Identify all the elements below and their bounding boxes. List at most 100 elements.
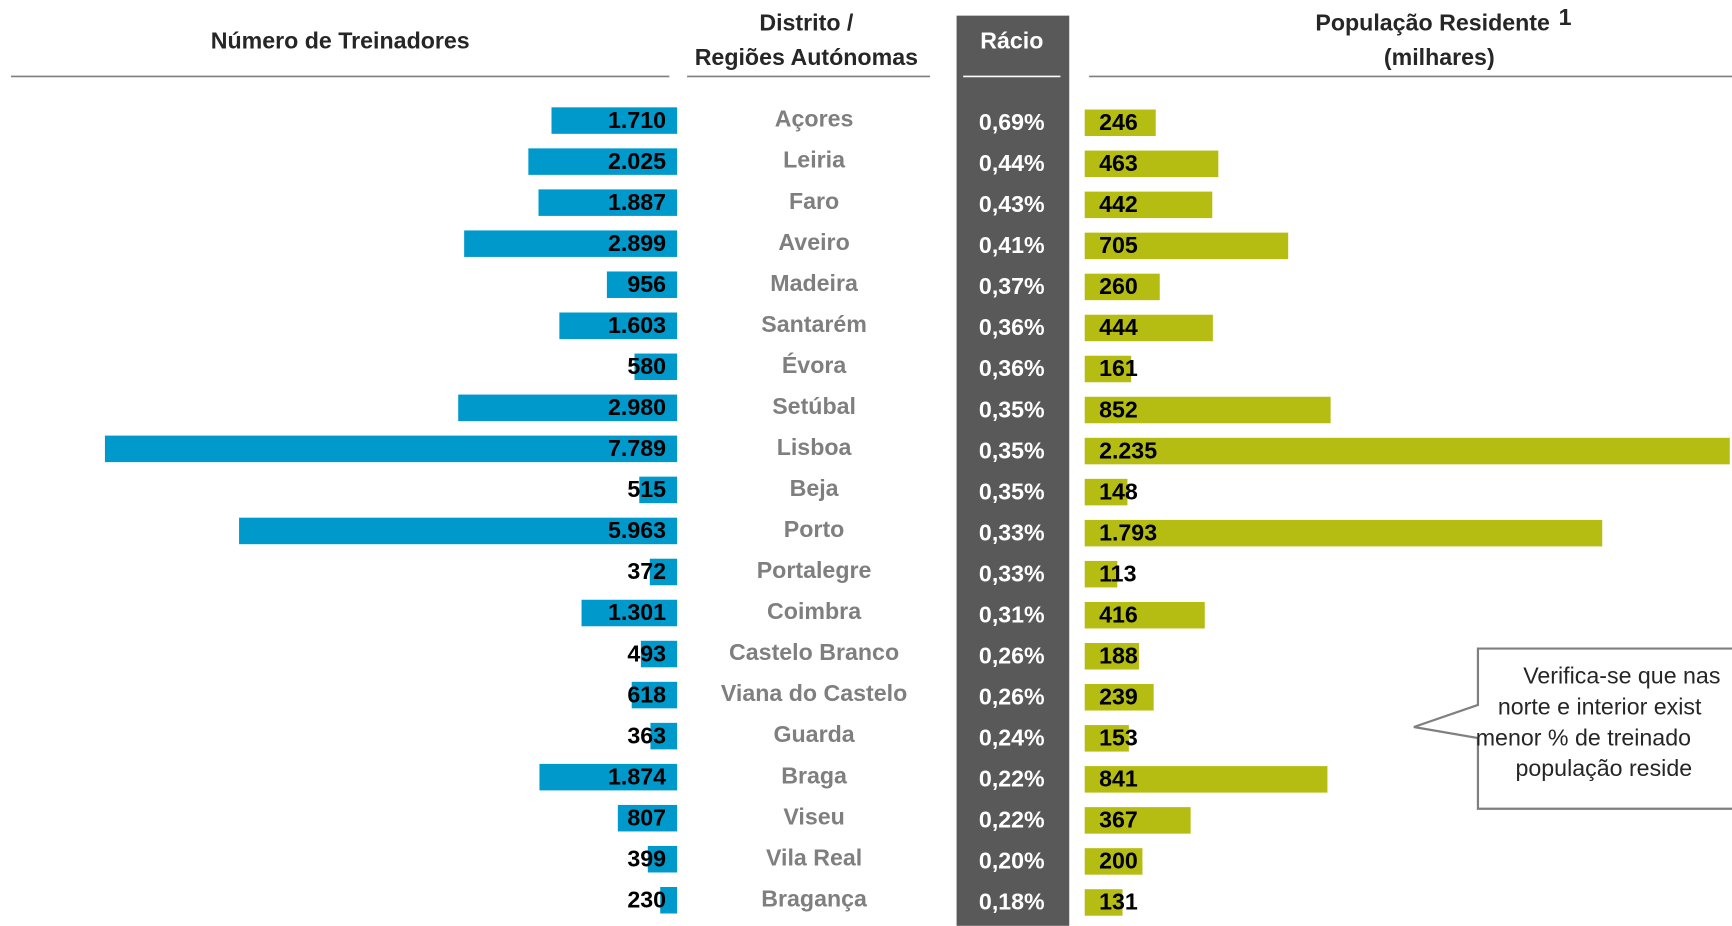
category-label: Viana do Castelo	[721, 680, 907, 706]
ratio-label: 0,44%	[979, 150, 1045, 176]
category-label: Açores	[775, 106, 854, 132]
right-value-label: 239	[1099, 684, 1138, 710]
left-value-label: 807	[627, 804, 666, 830]
left-bar	[650, 722, 678, 750]
right-bar	[1084, 725, 1129, 752]
category-header: Distrito /	[759, 10, 854, 36]
callout-text: população reside	[1516, 755, 1693, 781]
left-bar	[581, 599, 678, 627]
left-bar	[639, 476, 678, 504]
category-label: Lisboa	[777, 434, 853, 460]
left-bar	[634, 353, 678, 381]
right-value-label: 2.235	[1099, 437, 1157, 463]
ratio-label: 0,18%	[979, 889, 1045, 915]
ratio-label: 0,43%	[979, 191, 1045, 217]
left-value-label: 399	[627, 845, 666, 871]
left-bar	[458, 394, 678, 422]
left-value-label: 5.963	[608, 517, 666, 543]
right-bar	[1084, 766, 1328, 793]
right-value-label: 367	[1099, 807, 1138, 833]
right-bar	[1084, 560, 1118, 588]
right-bar	[1084, 519, 1603, 547]
right-value-label: 260	[1099, 273, 1138, 299]
callout-text: norte e interior exist	[1498, 693, 1702, 719]
ratio-column	[956, 15, 1070, 926]
category-label: Madeira	[770, 270, 859, 296]
right-value-label: 113	[1099, 560, 1137, 586]
right-bar	[1084, 109, 1156, 137]
right-bar	[1084, 889, 1123, 916]
category-label: Faro	[789, 188, 839, 214]
right-bar	[1084, 396, 1331, 424]
right-bar	[1084, 601, 1205, 629]
left-value-label: 493	[627, 640, 666, 666]
category-label: Castelo Branco	[729, 639, 899, 665]
ratio-label: 0,41%	[979, 232, 1045, 258]
left-value-label: 2.899	[608, 230, 666, 256]
footnote-mark: 1	[1559, 4, 1572, 30]
right-bar	[1084, 150, 1219, 178]
callout-text: Verifica-se que nas	[1523, 662, 1720, 688]
right-value-label: 463	[1099, 150, 1138, 176]
left-header: Número de Treinadores	[211, 27, 470, 53]
ratio-label: 0,26%	[979, 684, 1045, 710]
left-value-label: 2.980	[608, 394, 666, 420]
left-value-label: 580	[627, 353, 666, 379]
category-label: Évora	[782, 351, 848, 378]
left-value-label: 363	[627, 722, 666, 748]
right-value-label: 131	[1099, 889, 1138, 915]
right-value-label: 841	[1099, 766, 1138, 792]
right-value-label: 188	[1099, 642, 1138, 668]
ratio-label: 0,36%	[979, 355, 1045, 381]
ratio-label: 0,24%	[979, 725, 1045, 751]
category-label: Bragança	[761, 885, 868, 911]
ratio-label: 0,35%	[979, 437, 1045, 463]
right-value-label: 246	[1099, 109, 1138, 135]
left-value-label: 515	[627, 476, 666, 502]
right-value-label: 416	[1099, 601, 1138, 627]
left-bar	[528, 148, 678, 175]
ratio-label: 0,26%	[979, 642, 1045, 668]
ratio-label: 0,20%	[979, 848, 1045, 874]
right-value-label: 1.793	[1099, 519, 1157, 545]
left-bar	[660, 886, 678, 914]
right-bar	[1084, 437, 1730, 465]
left-bar	[538, 189, 678, 216]
right-bar	[1084, 684, 1154, 711]
left-bar	[104, 435, 678, 463]
left-bar	[631, 681, 678, 709]
left-bar	[539, 763, 678, 791]
right-value-label: 153	[1099, 725, 1138, 751]
left-bar	[559, 312, 678, 340]
left-bar	[640, 640, 678, 668]
left-value-label: 1.874	[608, 763, 666, 789]
right-value-label: 148	[1099, 478, 1138, 504]
ratio-header: Rácio	[980, 27, 1043, 53]
right-bar	[1084, 642, 1139, 670]
right-value-label: 161	[1099, 355, 1138, 381]
left-bar	[239, 517, 678, 545]
right-bar	[1084, 807, 1191, 834]
ratio-label: 0,69%	[979, 109, 1045, 135]
category-label: Vila Real	[766, 844, 862, 870]
ratio-label: 0,22%	[979, 807, 1045, 833]
left-value-label: 1.887	[608, 189, 666, 215]
left-value-label: 2.025	[608, 148, 666, 174]
category-label: Porto	[784, 516, 845, 542]
left-value-label: 372	[627, 558, 666, 584]
callout-text: menor % de treinado	[1476, 724, 1691, 750]
left-value-label: 1.710	[608, 107, 666, 133]
ratio-label: 0,37%	[979, 273, 1045, 299]
ratio-label: 0,22%	[979, 766, 1045, 792]
right-value-label: 852	[1099, 396, 1138, 422]
category-label: Guarda	[773, 721, 855, 747]
right-value-label: 444	[1099, 314, 1138, 340]
left-value-label: 956	[627, 271, 666, 297]
right-bar	[1084, 273, 1160, 301]
left-bar	[647, 845, 678, 873]
right-header: População Residente	[1315, 10, 1550, 36]
right-bar	[1084, 848, 1143, 875]
right-value-label: 705	[1099, 232, 1138, 258]
ratio-label: 0,36%	[979, 314, 1045, 340]
